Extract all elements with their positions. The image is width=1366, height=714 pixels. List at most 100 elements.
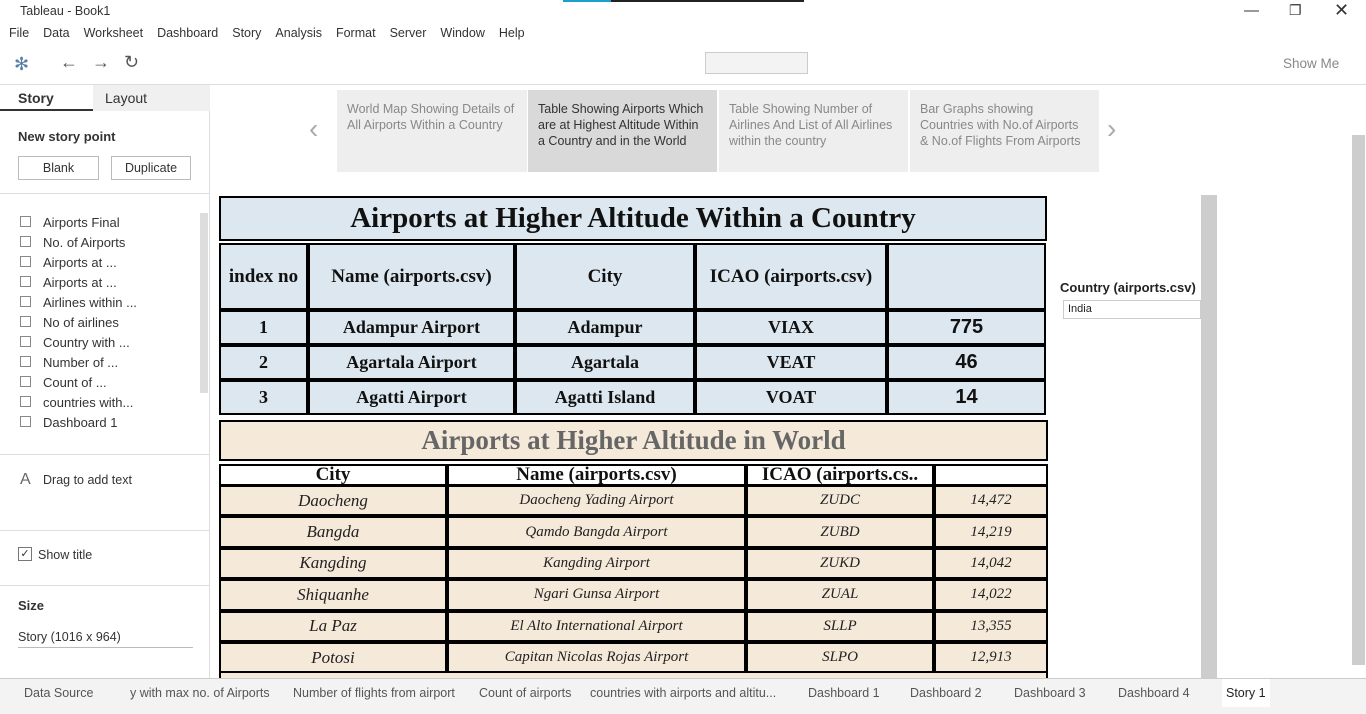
table-cell: ZUKD bbox=[746, 547, 934, 580]
table-cell: ZUDC bbox=[746, 485, 934, 517]
table-cell: La Paz bbox=[219, 610, 447, 642]
menu-item[interactable]: Server bbox=[389, 26, 427, 40]
story-point[interactable]: Bar Graphs showing Countries with No.of … bbox=[910, 90, 1099, 172]
story-tab[interactable]: Story bbox=[0, 85, 93, 111]
layout-tab[interactable]: Layout bbox=[93, 85, 210, 111]
duplicate-button[interactable]: Duplicate bbox=[111, 156, 191, 180]
checkbox[interactable]: ✓ bbox=[18, 547, 32, 561]
menu-item[interactable]: Format bbox=[335, 26, 376, 40]
next-arrow[interactable]: › bbox=[1107, 113, 1117, 144]
sheet-item[interactable]: countries with... bbox=[43, 395, 134, 410]
table-cell: 14,022 bbox=[934, 579, 1048, 611]
window-title: Tableau - Book1 bbox=[20, 4, 111, 18]
table-title: Airports at Higher Altitude Within a Cou… bbox=[219, 196, 1047, 241]
table-cell: SLLP bbox=[746, 610, 934, 642]
table-cell: 13,355 bbox=[934, 610, 1048, 642]
menu-item[interactable]: File bbox=[9, 26, 30, 40]
sheet-tab[interactable]: Dashboard 1 bbox=[808, 686, 880, 700]
sheet-icon bbox=[20, 236, 31, 247]
sheet-tab[interactable]: Dashboard 3 bbox=[1014, 686, 1086, 700]
sheet-icon bbox=[20, 396, 31, 407]
table-cell: 46 bbox=[887, 345, 1046, 380]
scrollbar[interactable] bbox=[1201, 195, 1217, 678]
table-frame bbox=[219, 243, 1046, 415]
sheet-tab[interactable]: Number of flights from airport bbox=[293, 686, 455, 700]
table-cell: Agartala Airport bbox=[308, 345, 515, 380]
filter-dropdown[interactable]: India bbox=[1063, 300, 1201, 319]
sheet-tab[interactable]: Dashboard 2 bbox=[910, 686, 982, 700]
table-cell: 14,472 bbox=[934, 485, 1048, 517]
sheet-item[interactable]: No. of Airports bbox=[43, 235, 126, 250]
sheet-icon bbox=[20, 336, 31, 347]
sheet-tab[interactable]: Dashboard 4 bbox=[1118, 686, 1190, 700]
table-cell: Kangding bbox=[219, 547, 447, 580]
show-me[interactable]: Show Me bbox=[1283, 56, 1340, 71]
text-icon: A bbox=[20, 471, 31, 488]
story-point[interactable]: Table Showing Number of Airlines And Lis… bbox=[719, 90, 908, 172]
sheet-item[interactable]: Airports at ... bbox=[43, 255, 117, 270]
table-cell: Kangding Airport bbox=[447, 547, 746, 580]
menu-bar: File Data Worksheet Dashboard Story Analysis F… bbox=[0, 22, 1366, 45]
progress bbox=[563, 0, 611, 2]
menu-item[interactable]: Data bbox=[43, 26, 70, 40]
table-cell: Shiquanhe bbox=[219, 579, 447, 611]
progress bbox=[611, 0, 804, 2]
toolbar-icons[interactable]: ←→↻ bbox=[60, 52, 154, 72]
title-bar: Tableau - Book1 — ❐ ✕ bbox=[0, 0, 1366, 22]
divider bbox=[0, 454, 210, 455]
sheet-scrollbar[interactable] bbox=[200, 213, 208, 393]
drag-text[interactable]: Drag to add text bbox=[43, 473, 132, 487]
sheet-icon bbox=[20, 296, 31, 307]
table-cell: Capitan Nicolas Rojas Airport bbox=[447, 642, 746, 674]
divider bbox=[0, 530, 210, 531]
restore[interactable]: ❐ bbox=[1289, 2, 1302, 18]
minimize[interactable]: — bbox=[1244, 2, 1259, 19]
header-cell bbox=[887, 243, 1046, 310]
menu-item[interactable]: Worksheet bbox=[83, 26, 144, 40]
menu-item[interactable]: Dashboard bbox=[157, 26, 219, 40]
sheet-item[interactable]: Number of ... bbox=[43, 355, 119, 370]
table-cell: Qamdo Bangda Airport bbox=[447, 516, 746, 548]
fit-dropdown[interactable] bbox=[705, 52, 808, 74]
header-cell bbox=[934, 464, 1048, 486]
header-cell: Name (airports.csv) bbox=[447, 464, 746, 486]
header-cell: Name (airports.csv) bbox=[308, 243, 515, 310]
sheet-item[interactable]: Count of ... bbox=[43, 375, 107, 390]
table-title: Airports at Higher Altitude in World bbox=[219, 420, 1048, 461]
sheet-item[interactable]: Airports Final bbox=[43, 215, 120, 230]
table-cell: 2 bbox=[219, 345, 308, 380]
table-cell: 12,913 bbox=[934, 642, 1048, 674]
sheet-item[interactable]: Dashboard 1 bbox=[43, 415, 118, 430]
close[interactable]: ✕ bbox=[1334, 0, 1350, 20]
sheet-tab[interactable]: Story 1 bbox=[1222, 679, 1270, 707]
table-cell: Bangda bbox=[219, 516, 447, 548]
sheet-tab[interactable]: y with max no. of Airports bbox=[130, 686, 270, 700]
menu-item[interactable]: Help bbox=[498, 26, 525, 40]
sheet-item[interactable]: Airlines within ... bbox=[43, 295, 137, 310]
sheet-icon bbox=[20, 256, 31, 267]
sheet-tab[interactable]: Data Source bbox=[24, 686, 94, 700]
sheet-tab[interactable]: Count of airports bbox=[479, 686, 572, 700]
blank-button[interactable]: Blank bbox=[18, 156, 99, 180]
show-title[interactable]: Show title bbox=[38, 548, 93, 562]
menu-item[interactable]: Analysis bbox=[275, 26, 322, 40]
menu-item[interactable]: Window bbox=[440, 26, 485, 40]
sheet-tab[interactable]: countries with airports and altitu... bbox=[590, 686, 777, 700]
story-point[interactable]: World Map Showing Details of All Airport… bbox=[337, 90, 527, 172]
size-value[interactable]: Story (1016 x 964) bbox=[18, 630, 193, 648]
scrollbar[interactable] bbox=[1352, 135, 1365, 665]
sheet-item[interactable]: No of airlines bbox=[43, 315, 119, 330]
prev-arrow[interactable]: ‹ bbox=[309, 113, 319, 144]
new-story-point: New story point bbox=[18, 129, 116, 144]
table-cell: Adampur Airport bbox=[308, 310, 515, 345]
tableau-logo[interactable]: ✻ bbox=[14, 54, 30, 74]
sheet-item[interactable]: Airports at ... bbox=[43, 275, 117, 290]
sheet-item[interactable]: Country with ... bbox=[43, 335, 130, 350]
sheet-icon bbox=[20, 376, 31, 387]
table-cell: SLPO bbox=[746, 642, 934, 674]
table-cell: Adampur bbox=[515, 310, 695, 345]
menu-item[interactable]: Story bbox=[232, 26, 262, 40]
sheet-icon bbox=[20, 316, 31, 327]
story-point[interactable]: Table Showing Airports Which are at High… bbox=[528, 90, 717, 172]
sheet-icon bbox=[20, 276, 31, 287]
